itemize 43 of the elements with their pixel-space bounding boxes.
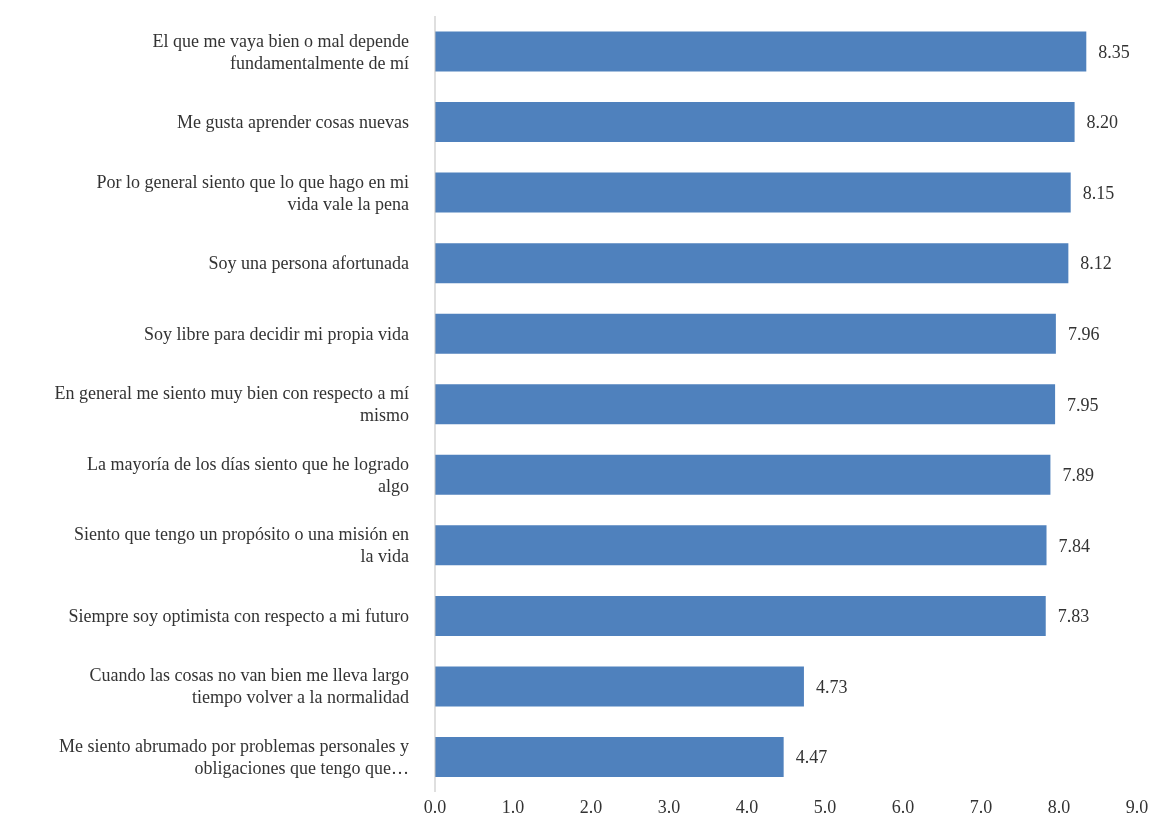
y-tick-label: Siempre soy optimista con respecto a mi futuro [68,605,409,626]
y-tick-label: Me siento abrumado por problemas personales y obligaciones que tengo que… [59,736,409,779]
data-label: 8.12 [1080,253,1112,274]
x-tick-label: 9.0 [1125,796,1149,817]
x-tick-label: 5.0 [813,796,837,817]
bar [435,736,784,777]
y-tick-label: La mayoría de los días siento que he logrado algo [87,453,409,496]
data-label: 4.47 [795,747,828,768]
data-label: 4.73 [815,676,848,697]
data-label: 7.84 [1058,535,1091,556]
data-label: 7.83 [1057,606,1090,627]
data-label: 8.35 [1098,41,1130,62]
x-tick-label: 8.0 [1047,796,1071,817]
data-label: 7.96 [1067,324,1100,344]
bar [435,172,1071,213]
data-label: 8.20 [1086,112,1119,133]
y-tick-label: Por lo general siento que lo que hago en mi vida vale la pena [96,171,409,214]
x-tick-label: 3.0 [657,796,681,817]
y-tick-label: Soy libre para decidir mi propia vida [144,323,410,344]
bar [435,31,1087,72]
x-tick-label: 0.0 [423,796,447,817]
data-label: 7.89 [1062,465,1094,486]
x-tick-label: 1.0 [501,796,525,817]
x-tick-label: 4.0 [735,796,759,817]
bar [435,666,804,707]
y-tick-label: El que me vaya bien o mal depende fundamentalmente de mí [152,30,410,73]
y-tick-label: Soy una persona afortunada [208,253,410,274]
bar [435,525,1047,566]
data-label: 8.15 [1082,182,1115,203]
y-tick-label: Siento que tengo un propósito o una misión en la vida [74,524,410,567]
bar [435,384,1056,425]
bar [435,595,1046,636]
bar [435,243,1069,284]
x-tick-label: 2.0 [579,796,603,817]
data-label: 7.95 [1067,394,1099,415]
bar [435,454,1051,495]
x-tick-label: 7.0 [969,796,993,817]
y-tick-label: Me gusta aprender cosas nuevas [177,112,409,133]
y-tick-label: En general me siento muy bien con respecto a mí mismo [54,383,409,426]
x-tick-label: 6.0 [891,796,915,817]
bar [435,102,1075,143]
bar [435,313,1056,354]
y-tick-label: Cuando las cosas no van bien me lleva largo tiempo volver a la normalidad [89,665,409,708]
